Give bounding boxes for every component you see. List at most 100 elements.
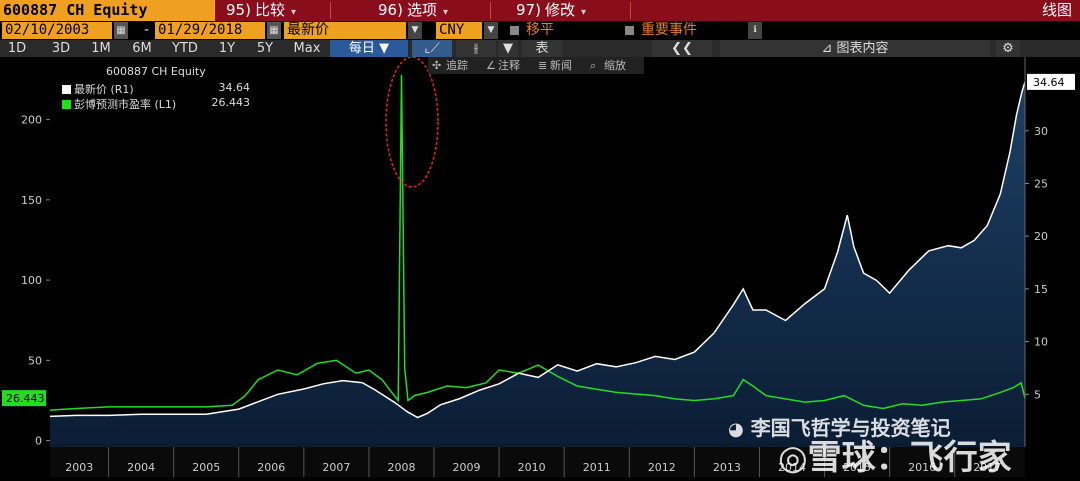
watermark-brand: ◎雪球：飞行家: [778, 430, 1012, 479]
table-button[interactable]: 表: [522, 40, 562, 57]
end-date-field[interactable]: 01/29/2018: [155, 22, 265, 39]
period-max[interactable]: Max: [293, 41, 321, 56]
left-tick-label: 50: [28, 354, 42, 367]
legend-swatch: [62, 100, 71, 109]
x-tick-label: 2015: [843, 461, 871, 474]
field-select[interactable]: 最新价: [284, 22, 406, 39]
watermark-account: ◕ 李国飞哲学与投资笔记: [728, 412, 951, 441]
x-tick-label: 2017: [973, 461, 1001, 474]
modify-menu-number: 97): [516, 1, 541, 19]
chevron-down-icon: ▾: [290, 7, 296, 18]
gear-icon[interactable]: ⚙: [996, 40, 1020, 57]
last-price-badge-text: 34.64: [1033, 76, 1065, 89]
x-tick-label: 2004: [127, 461, 155, 474]
divider: [490, 2, 491, 19]
pe-series-line: [49, 74, 1026, 411]
zoom-icon[interactable]: ⌕: [590, 59, 597, 72]
period-5y[interactable]: 5Y: [256, 41, 274, 56]
events-checkbox[interactable]: [625, 26, 634, 35]
x-axis: 2003 2004 2005 2006 2007 2008 2009 2010 2011 2012…: [50, 447, 1025, 477]
start-date-field[interactable]: 02/10/2003: [2, 22, 112, 39]
period-bar: 1D 3D 1M 6M YTD 1Y 5Y Max 每日 ▼ ⌞⟋ ⫲ ▼ 表 …: [0, 40, 1080, 57]
left-tick-label: 100: [21, 274, 42, 287]
options-menu-label: 选项: [406, 1, 437, 19]
currency-select[interactable]: CNY: [436, 22, 482, 39]
compare-menu-button[interactable]: 95) 比较 ▾: [226, 0, 296, 21]
compare-menu-label: 比较: [254, 1, 285, 19]
price-pe-chart: 0 50 100 150 200 26.443 5 10 15 20 25 30 34.64 2003…: [2, 56, 1075, 477]
watermark-brand-text: 雪球：飞行家: [807, 438, 1012, 478]
last-pe-badge: [2, 390, 46, 407]
period-6m[interactable]: 6M: [132, 41, 152, 56]
watermark-account-text: 李国飞哲学与投资笔记: [750, 416, 951, 440]
chevron-down-icon[interactable]: ▼: [498, 40, 518, 57]
modify-menu-button[interactable]: 97) 修改 ▾: [516, 0, 586, 21]
legend-swatch: [62, 85, 71, 94]
chart-tool-strip: ✣ 追踪 ∠ 注释 ≣ 新闻 ⌕ 缩放: [428, 57, 644, 74]
period-1m[interactable]: 1M: [91, 41, 111, 56]
news-button[interactable]: 新闻: [550, 59, 572, 72]
divider: [630, 2, 631, 19]
legend-item-pe: 彭博预测市盈率 (L1): [62, 96, 176, 112]
right-tick-label: 20: [1034, 230, 1048, 243]
period-ytd[interactable]: YTD: [172, 41, 198, 56]
x-tick-label: 2014: [778, 461, 806, 474]
frequency-label: 每日: [348, 41, 375, 56]
chevron-down-icon[interactable]: ▼: [484, 22, 498, 39]
right-tick-label: 5: [1034, 388, 1041, 401]
options-menu-button[interactable]: 96) 选项 ▾: [378, 0, 448, 21]
legend-value: 34.64: [218, 81, 251, 94]
x-tick-label: 2011: [583, 461, 611, 474]
legend-value: 26.443: [211, 96, 251, 109]
line-chart-icon[interactable]: ⌞⟋: [412, 40, 452, 57]
collapse-icon[interactable]: ❮❮: [652, 40, 712, 57]
info-icon[interactable]: ℹ: [748, 22, 762, 39]
chart-icon: ⊿: [821, 41, 833, 56]
price-series-line: [49, 81, 1026, 419]
chevron-down-icon[interactable]: ▼: [408, 22, 422, 39]
x-tick-label: 2016: [908, 461, 936, 474]
date-range-dash: -: [144, 22, 150, 38]
annotate-icon[interactable]: ∠: [486, 59, 496, 72]
bar-style-icon[interactable]: ⫲: [456, 40, 496, 57]
chart-content-button[interactable]: ⊿ 图表内容: [720, 40, 990, 57]
wechat-icon: ◕: [728, 419, 744, 440]
x-axis-band: [50, 447, 1025, 477]
period-1d[interactable]: 1D: [7, 41, 27, 56]
moving-average-label: 移平: [526, 22, 554, 38]
right-axis: 5 10 15 20 25 30 34.64: [1024, 57, 1075, 447]
calendar-icon[interactable]: ▦: [114, 22, 128, 39]
news-icon[interactable]: ≣: [538, 59, 548, 72]
compare-menu-number: 95): [226, 1, 251, 19]
calendar-icon[interactable]: ▦: [267, 22, 281, 39]
moving-average-checkbox[interactable]: [510, 26, 519, 35]
frequency-select[interactable]: 每日 ▼: [330, 40, 408, 57]
ticker-field[interactable]: 600887 CH Equity: [0, 0, 215, 21]
last-price-badge: [1027, 73, 1075, 90]
snowball-icon: ◎: [778, 438, 808, 478]
chevron-down-icon: ▾: [442, 7, 448, 18]
last-pe-badge-text: 26.443: [6, 392, 45, 405]
track-icon[interactable]: ✣: [432, 59, 442, 72]
chart-content-label: 图表内容: [836, 41, 889, 56]
legend-label: 彭博预测市盈率 (L1): [74, 98, 177, 111]
x-tick-label: 2006: [257, 461, 285, 474]
price-area-fill: [50, 81, 1025, 448]
period-1y[interactable]: 1Y: [218, 41, 236, 56]
right-tick-label: 10: [1034, 336, 1048, 349]
zoom-button[interactable]: 缩放: [604, 59, 626, 72]
track-button[interactable]: 追踪: [446, 59, 468, 72]
x-tick-label: 2008: [387, 461, 415, 474]
chart-area[interactable]: 0 50 100 150 200 26.443 5 10 15 20 25 30 34.64 2003…: [0, 56, 1080, 477]
right-tick-label: 15: [1034, 283, 1048, 296]
legend-item-price: 最新价 (R1): [62, 81, 134, 97]
annotate-button[interactable]: 注释: [498, 59, 520, 72]
divider: [330, 2, 331, 19]
chart-legend: 600887 CH Equity 最新价 (R1) 34.64 彭博预测市盈率 …: [58, 62, 254, 114]
left-tick-label: 200: [21, 114, 42, 127]
x-tick-label: 2009: [453, 461, 481, 474]
legend-title: 600887 CH Equity: [106, 65, 206, 78]
x-tick-label: 2012: [648, 461, 676, 474]
period-3d[interactable]: 3D: [51, 41, 71, 56]
chart-type-label[interactable]: 线图: [1041, 1, 1072, 19]
